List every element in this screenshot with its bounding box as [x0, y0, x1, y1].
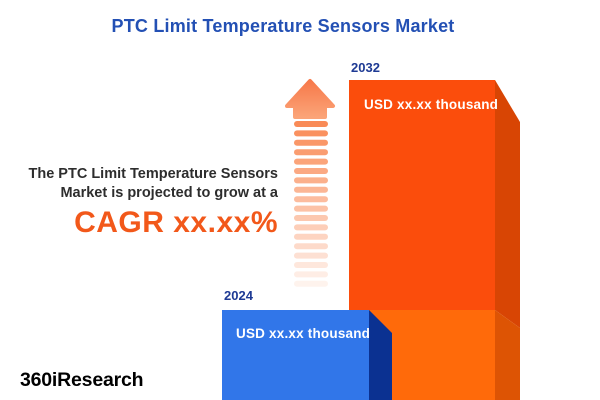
- value-label-2024: USD xx.xx thousand: [236, 326, 371, 341]
- growth-arrow-icon: [285, 79, 335, 287]
- brand-logo-prefix: 360i: [20, 369, 58, 391]
- annotation-block: The PTC Limit Temperature Sensors Market…: [0, 165, 278, 239]
- bar-2032-side-bottom: [495, 310, 520, 400]
- year-label-2024: 2024: [224, 288, 253, 303]
- bar-2032-side-top: [495, 80, 520, 328]
- bar-2024-side: [369, 310, 392, 400]
- brand-logo-suffix: Research: [57, 369, 144, 391]
- bar-2024: [222, 310, 392, 400]
- annotation-line2: Market is projected to grow at a: [60, 185, 278, 201]
- value-label-2032: USD xx.xx thousand: [364, 97, 499, 112]
- brand-logo: 360iResearch: [20, 369, 144, 392]
- year-label-2032: 2032: [351, 60, 380, 75]
- arrow-stripes: [294, 121, 328, 287]
- annotation-line1: The PTC Limit Temperature Sensors: [28, 166, 278, 182]
- bar-2032-front-top: [349, 80, 495, 310]
- bar-2024-front: [222, 310, 369, 400]
- arrow-head: [285, 79, 335, 119]
- page-title: PTC Limit Temperature Sensors Market: [111, 16, 455, 36]
- cagr-value: CAGR xx.xx%: [74, 206, 278, 239]
